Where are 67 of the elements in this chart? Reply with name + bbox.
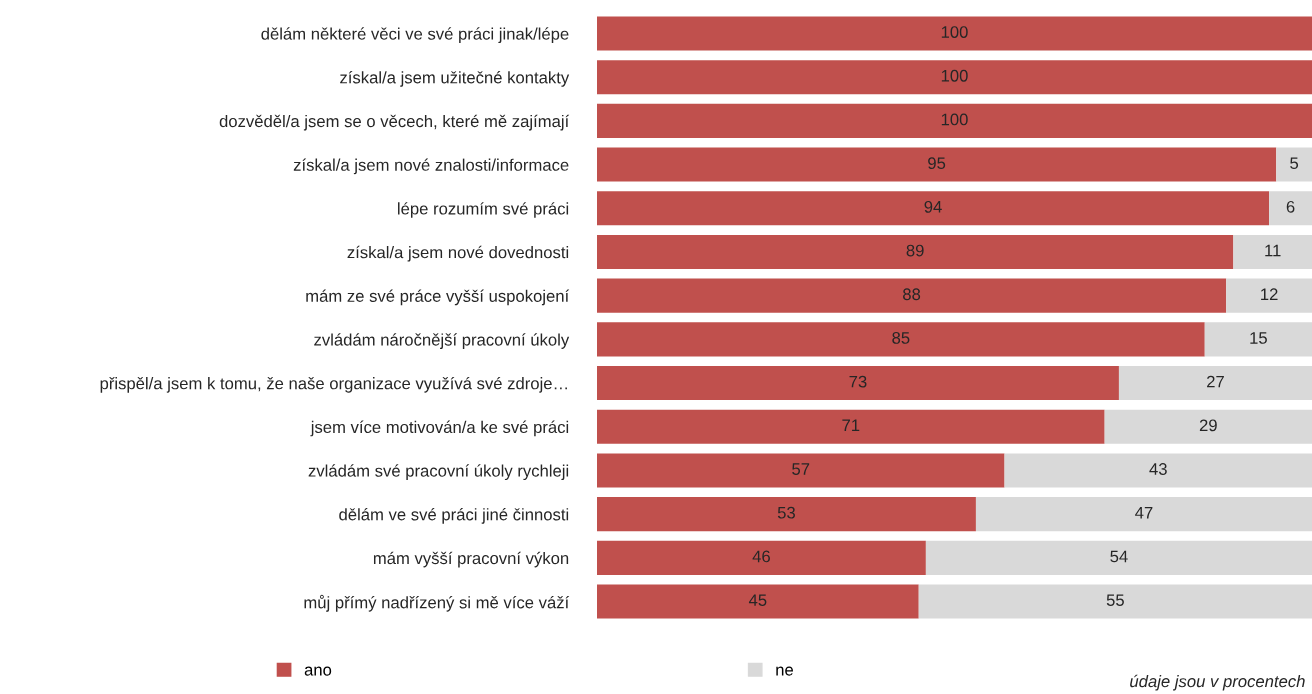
bar <box>596 103 1312 138</box>
y-tick-label: přispěl/a jsem k tomu, že naše organizace využívá své zdroje… <box>100 376 567 393</box>
data-label: 100 <box>941 69 968 82</box>
text: údaje jsou v procentech <box>1130 674 1305 691</box>
data-label: 27 <box>1207 375 1224 388</box>
y-tick-label: mám vyšší pracovní výkon <box>373 551 569 568</box>
data-label: 29 <box>1199 419 1217 432</box>
bar <box>596 16 1312 51</box>
bar <box>596 278 1227 313</box>
data-label: 54 <box>1110 550 1128 563</box>
bar <box>975 497 1312 532</box>
data-label: 73 <box>849 375 867 388</box>
bar <box>1004 453 1312 488</box>
bar <box>596 322 1205 357</box>
bar <box>918 584 1312 619</box>
y-tick-label: dělám některé věci ve své práci jinak/lépe <box>261 27 569 44</box>
y-tick-label: získal/a jsem užitečné kontakty <box>340 71 570 87</box>
data-label: 12 <box>1261 288 1278 300</box>
y-tick-label: mám ze své práce vyšší uspokojení <box>306 289 570 306</box>
bar <box>596 234 1234 269</box>
legend-label: ne <box>776 666 793 676</box>
legend-label: ano <box>304 666 332 676</box>
data-label: 47 <box>1135 506 1153 519</box>
data-label: 100 <box>941 26 968 38</box>
data-label: 88 <box>903 288 921 301</box>
y-tick-label: můj přímý nadřízený si mě více váží <box>304 594 570 612</box>
bar <box>1204 322 1312 357</box>
y-tick-label: dozvěděl/a jsem se o věcech, které mě zajímají <box>219 114 570 131</box>
bar <box>596 540 926 575</box>
bar <box>596 147 1277 182</box>
y-tick-label: zvládám náročnější pracovní úkoly <box>314 333 570 349</box>
data-label: 95 <box>928 157 946 170</box>
bar <box>596 453 1005 488</box>
bar <box>1104 409 1312 444</box>
data-label: 11 <box>1265 244 1281 257</box>
y-tick-label: lépe rozumím své práci <box>398 202 569 218</box>
bar <box>1233 234 1312 269</box>
y-tick-label: zvládám své pracovní úkoly rychleji <box>308 464 569 481</box>
y-tick-label: získal/a jsem nové znalosti/informace <box>293 158 569 175</box>
data-label: 45 <box>748 594 767 607</box>
bar <box>596 409 1105 444</box>
bar <box>596 584 919 619</box>
bar <box>596 191 1270 226</box>
bar <box>596 497 976 532</box>
bar <box>925 540 1312 575</box>
data-label: 89 <box>906 244 924 257</box>
bar <box>1226 278 1312 313</box>
data-label: 15 <box>1250 332 1267 344</box>
y-tick-label: dělám ve své práci jiné činnosti <box>339 508 569 524</box>
data-label: 85 <box>892 332 910 344</box>
bar <box>1269 191 1312 226</box>
y-tick-label: získal/a jsem nové dovednosti <box>347 245 569 262</box>
data-label: 100 <box>941 113 968 126</box>
data-label: 57 <box>792 463 810 475</box>
data-label: 94 <box>924 200 942 213</box>
data-label: 46 <box>752 550 770 563</box>
data-label: 43 <box>1149 463 1167 475</box>
data-label: 55 <box>1106 594 1124 607</box>
data-label: 6 <box>1286 200 1295 213</box>
bar <box>596 366 1119 401</box>
bar <box>596 60 1312 95</box>
bar <box>1118 366 1312 401</box>
data-label: 71 <box>842 419 860 432</box>
data-label: 5 <box>1290 157 1299 170</box>
bar <box>1276 147 1312 182</box>
data-label: 53 <box>777 506 795 519</box>
y-tick-label: jsem více motivován/a ke své práci <box>310 420 569 437</box>
